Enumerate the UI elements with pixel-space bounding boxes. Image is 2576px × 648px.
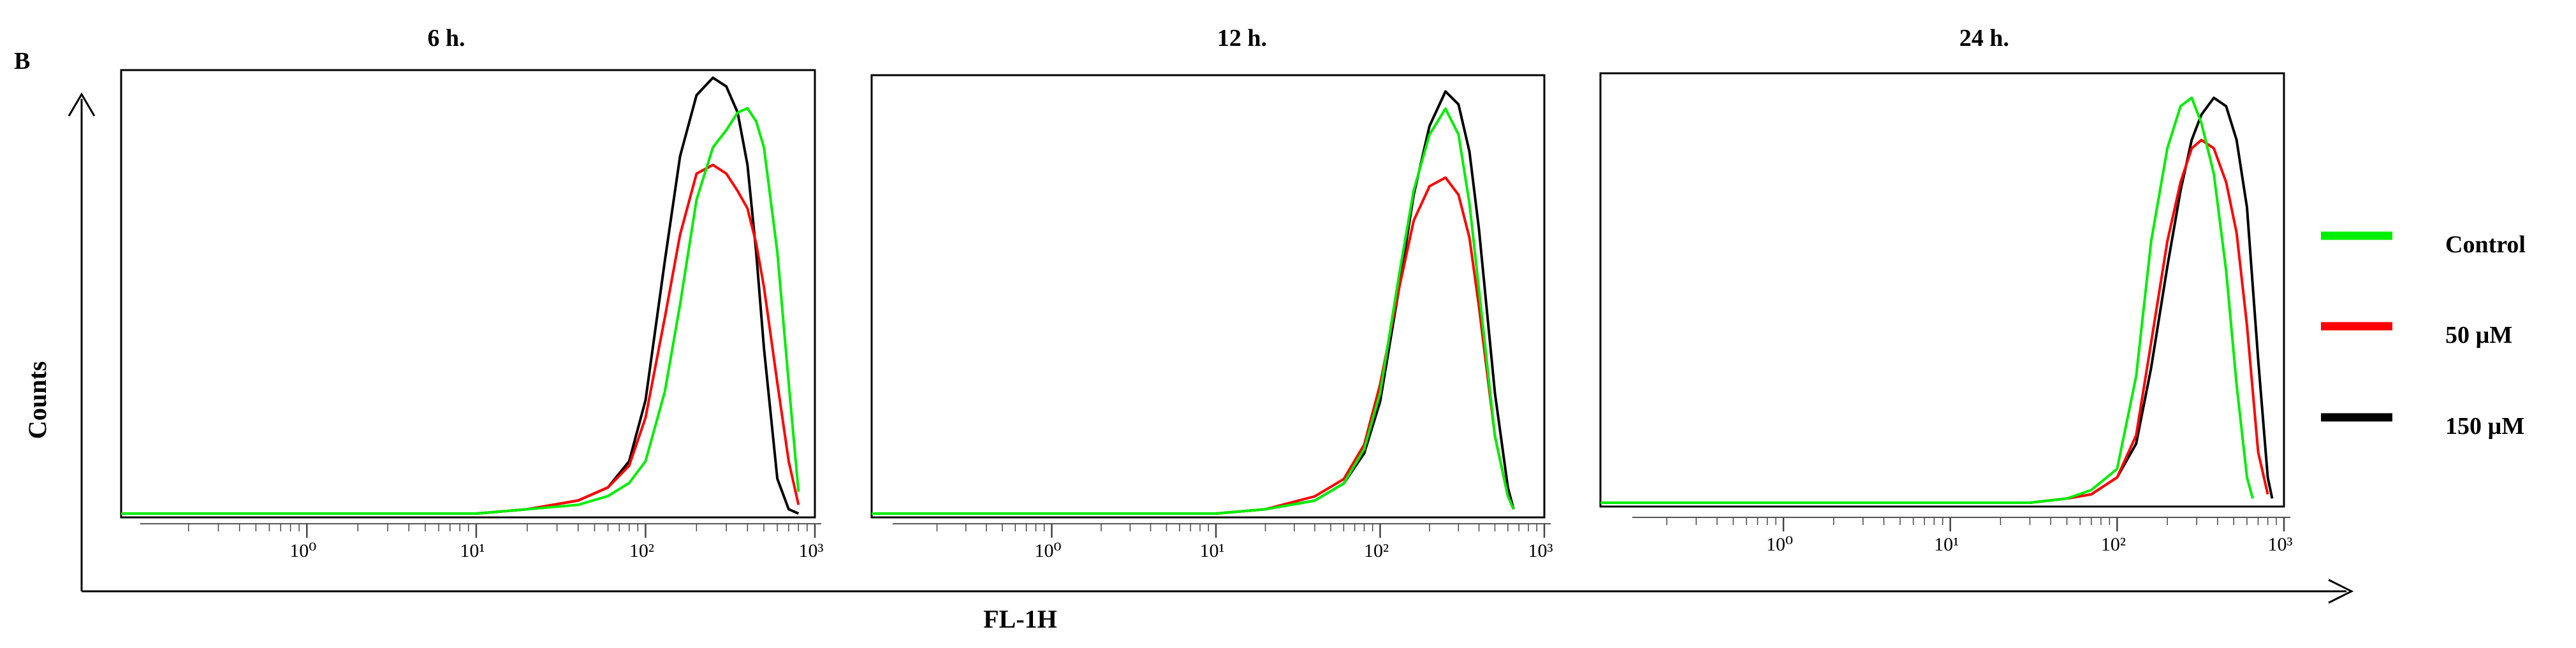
x-tick-label: 10¹: [1934, 534, 1959, 555]
series-line-50-m: [1600, 138, 2269, 504]
x-axis-arrowhead: [2328, 579, 2354, 604]
panel-frame: [1599, 72, 2285, 508]
x-tick-label: 10²: [629, 540, 654, 561]
series-line-150-m: [1600, 96, 2274, 504]
series-line-control: [1600, 96, 2254, 504]
x-tick-label: 10⁰: [1766, 534, 1793, 555]
series-line-control: [872, 107, 1515, 515]
legend-label: 50 µM: [2445, 322, 2512, 349]
histogram-panels: 6 h. 10⁰ 10¹ 10² 10³ 12 h. 10⁰ 10¹ 10² 10³ 24 h. 10…: [120, 25, 2293, 561]
x-tick-label: 10³: [1528, 540, 1553, 561]
y-axis-arrowhead: [68, 92, 96, 117]
panel-1: 6 h. 10⁰ 10¹ 10² 10³: [120, 25, 824, 561]
x-tick-label: 10⁰: [1034, 540, 1061, 561]
series-line-50-m: [872, 176, 1515, 515]
panel-2: 12 h. 10⁰ 10¹ 10² 10³: [870, 25, 1553, 561]
panel-3: 24 h. 10⁰ 10¹ 10² 10³: [1599, 25, 2293, 555]
panel-frame: [870, 74, 1546, 519]
x-tick-label: 10³: [2268, 534, 2293, 555]
legend-item: Control: [2321, 231, 2526, 258]
panel-frame: [120, 69, 816, 519]
x-axis-label: FL-1H: [983, 605, 1057, 633]
x-tick-label: 10¹: [460, 540, 485, 561]
x-tick-label: 10¹: [1199, 540, 1224, 561]
panel-title: 12 h.: [1217, 25, 1267, 52]
panel-title: 6 h.: [427, 25, 465, 52]
panel-letter: B: [14, 48, 30, 75]
series-line-control: [121, 106, 800, 515]
legend-label: Control: [2445, 231, 2526, 258]
series-line-150-m: [872, 90, 1515, 515]
legend-label: 150 µM: [2445, 413, 2524, 440]
panel-title: 24 h.: [1959, 25, 2009, 52]
legend: Control 50 µM 150 µM: [2321, 231, 2526, 440]
legend-item: 150 µM: [2321, 413, 2524, 440]
series-line-50-m: [121, 163, 800, 515]
x-tick-label: 10²: [2101, 534, 2126, 555]
x-tick-label: 10²: [1364, 540, 1389, 561]
series-line-150-m: [121, 76, 800, 515]
y-axis-label: Counts: [23, 361, 52, 439]
x-tick-label: 10³: [799, 540, 824, 561]
legend-item: 50 µM: [2321, 322, 2512, 349]
x-tick-label: 10⁰: [289, 540, 316, 561]
